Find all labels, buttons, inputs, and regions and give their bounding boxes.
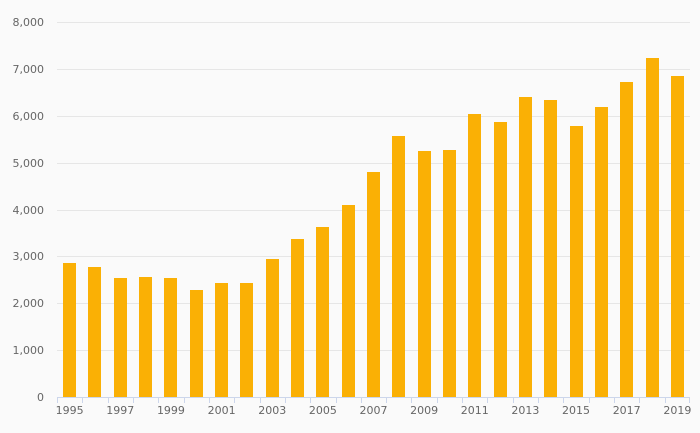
y-axis-tick-label: 6,000 xyxy=(12,109,45,123)
x-axis-tick xyxy=(234,397,236,403)
bar[interactable] xyxy=(594,106,608,397)
bar[interactable] xyxy=(215,283,229,397)
y-axis-tick-label: 4,000 xyxy=(12,203,45,217)
gridline xyxy=(57,115,690,117)
y-axis-tick-label: 7,000 xyxy=(12,62,45,76)
x-axis-tick xyxy=(259,397,261,403)
x-axis-tick-label: 2011 xyxy=(460,404,489,417)
x-axis-tick xyxy=(512,397,514,403)
x-axis-tick xyxy=(183,397,185,403)
x-axis-tick-label: 2003 xyxy=(258,404,287,417)
bar[interactable] xyxy=(544,100,558,397)
y-axis-tick-label: 1,000 xyxy=(12,344,45,358)
y-axis-tick-label: 8,000 xyxy=(12,16,45,29)
x-axis-tick xyxy=(689,397,690,403)
x-axis-tick xyxy=(158,397,160,403)
gridline xyxy=(57,22,690,23)
bar[interactable] xyxy=(493,122,507,397)
bar[interactable] xyxy=(392,135,406,397)
x-axis-tick xyxy=(487,397,489,403)
x-axis-tick-label: 2013 xyxy=(511,404,540,417)
x-axis-tick-label: 2007 xyxy=(359,404,388,417)
x-axis-tick-label: 2005 xyxy=(308,404,337,417)
x-axis-tick xyxy=(335,397,337,403)
x-axis-tick xyxy=(360,397,362,403)
x-axis-tick xyxy=(436,397,438,403)
x-axis-tick-label: 1997 xyxy=(106,404,135,417)
bar[interactable] xyxy=(189,289,203,397)
bar[interactable] xyxy=(240,283,254,397)
x-axis-tick xyxy=(208,397,210,403)
bar[interactable] xyxy=(518,97,532,397)
bar[interactable] xyxy=(113,278,127,397)
y-axis-tick-label: 2,000 xyxy=(12,297,45,311)
x-axis-tick xyxy=(107,397,109,403)
bar[interactable] xyxy=(316,227,330,397)
x-axis-tick xyxy=(614,397,616,403)
bar[interactable] xyxy=(63,263,77,397)
x-axis-tick xyxy=(57,397,58,403)
bar[interactable] xyxy=(670,75,684,397)
x-axis-tick-label: 2009 xyxy=(410,404,439,417)
bar[interactable] xyxy=(341,204,355,397)
x-axis-tick xyxy=(563,397,565,403)
x-axis-tick xyxy=(411,397,413,403)
bar[interactable] xyxy=(265,258,279,397)
x-axis-tick xyxy=(82,397,84,403)
x-axis-tick xyxy=(284,397,286,403)
bar[interactable] xyxy=(468,114,482,397)
bar[interactable] xyxy=(620,81,634,397)
gridline xyxy=(57,162,690,164)
bar[interactable] xyxy=(442,149,456,397)
x-axis-tick xyxy=(132,397,134,403)
x-axis-tick-label: 1995 xyxy=(55,404,84,417)
gridline xyxy=(57,68,690,70)
x-axis-tick xyxy=(664,397,666,403)
bar[interactable] xyxy=(139,276,153,397)
x-axis-tick xyxy=(310,397,312,403)
y-axis-tick-label: 0 xyxy=(37,391,44,404)
bar[interactable] xyxy=(291,238,305,397)
x-axis-tick-label: 2015 xyxy=(562,404,591,417)
x-axis-tick xyxy=(639,397,641,403)
x-axis-line xyxy=(57,397,690,398)
bar[interactable] xyxy=(645,57,659,397)
bar[interactable] xyxy=(88,267,102,397)
x-axis-tick-label: 1999 xyxy=(156,404,185,417)
bar[interactable] xyxy=(417,151,431,397)
x-axis-tick xyxy=(462,397,464,403)
x-axis-tick-label: 2019 xyxy=(663,404,692,417)
x-axis-tick-label: 2017 xyxy=(612,404,641,417)
x-axis-tick xyxy=(588,397,590,403)
bar[interactable] xyxy=(367,172,380,397)
y-axis-tick-label: 5,000 xyxy=(12,156,45,170)
x-axis-tick-label: 2001 xyxy=(207,404,236,417)
x-axis-tick xyxy=(538,397,540,403)
x-axis-tick xyxy=(386,397,388,403)
bar[interactable] xyxy=(164,278,178,397)
y-axis-tick-label: 3,000 xyxy=(12,250,45,264)
bar[interactable] xyxy=(569,125,583,397)
